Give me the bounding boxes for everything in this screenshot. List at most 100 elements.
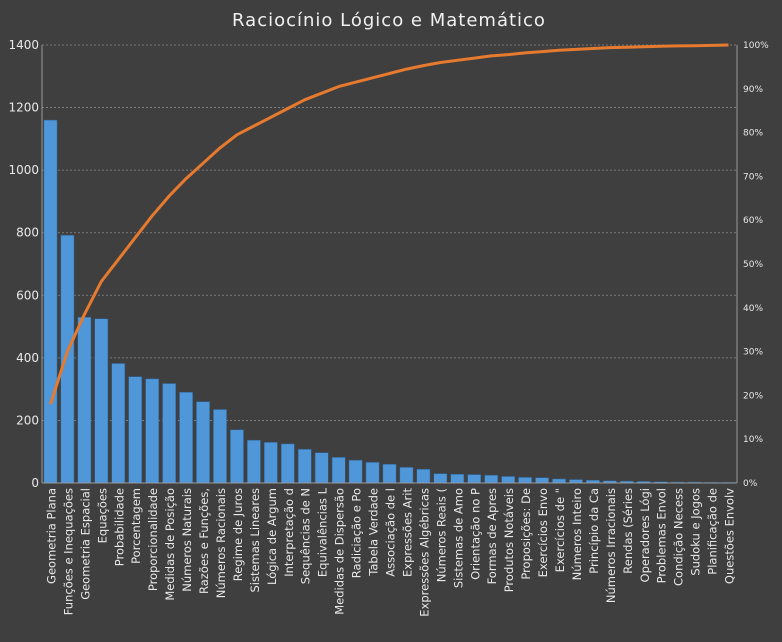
chart-title: Raciocínio Lógico e Matemático — [232, 10, 546, 31]
y-tick-label: 1400 — [8, 38, 39, 52]
x-tick-label: Princípio da Ca — [587, 488, 601, 574]
x-tick-label: Sistemas Lineares — [248, 488, 262, 593]
bar — [145, 378, 160, 484]
x-tick-label: Exercícios de " — [553, 488, 567, 572]
x-tick-label: Números Inteiro — [570, 488, 584, 580]
cumulative-line — [49, 43, 729, 405]
x-tick-label: Porcentagem — [129, 488, 143, 564]
y2-tick-label: 80% — [743, 129, 763, 139]
bar — [552, 478, 566, 484]
x-tick-label: Radiciação e Po — [350, 488, 364, 578]
bar — [501, 476, 516, 484]
bar — [263, 442, 278, 484]
y2-tick-label: 60% — [743, 216, 763, 226]
bar — [382, 463, 397, 484]
bar — [569, 479, 583, 484]
x-tick-label: Lógica de Argum — [265, 488, 279, 585]
x-tick-label: Medidas de Dispersão — [333, 488, 347, 615]
bar-series — [43, 119, 736, 484]
bar — [162, 383, 176, 484]
x-tick-label: Sequências de N — [299, 488, 313, 584]
y-axis-right: 0% 10% 20% 30% 40% 50% 60% 70% 80% 90% 100% — [736, 41, 769, 489]
x-tick-label: Números Racionais — [214, 488, 228, 598]
y2-tick-label: 0% — [743, 479, 758, 489]
y-tick-label: 200 — [16, 413, 39, 427]
x-tick-label: Orientação no P — [468, 488, 482, 580]
bar — [467, 474, 482, 484]
y-tick-label: 1000 — [8, 163, 39, 177]
x-tick-label: Expressões Algébricas — [417, 488, 431, 617]
x-tick-label: Operadores Lógi — [638, 488, 652, 582]
y2-tick-label: 20% — [743, 391, 763, 401]
bar — [43, 119, 58, 484]
gridlines — [42, 44, 737, 421]
bar — [297, 448, 312, 484]
y-tick-label: 1200 — [8, 101, 39, 115]
x-tick-label: Associação de l — [384, 488, 398, 577]
x-tick-label: Condição Necess — [672, 488, 686, 586]
bar — [111, 363, 126, 484]
bar — [230, 429, 244, 484]
y-tick-label: 600 — [16, 288, 39, 302]
bar — [365, 462, 380, 484]
x-tick-label: Números Reais ( — [434, 488, 448, 582]
x-tick-label: Tabela Verdade — [367, 488, 381, 577]
bar — [213, 409, 227, 484]
x-tick-label: Proposições: De — [519, 488, 533, 580]
bar — [196, 401, 210, 484]
x-tick-label: Funções e Inequações — [61, 488, 75, 615]
x-tick-label: Proporcionalidade — [146, 488, 160, 591]
x-tick-label: Expressões Arit — [400, 488, 414, 577]
bar — [280, 443, 295, 484]
x-tick-label: Sistemas de Amo — [451, 488, 465, 588]
bar — [179, 392, 193, 484]
x-axis: Geometria Plana Funções e Inequações Geome… — [42, 482, 737, 617]
x-tick-label: Problemas Envol — [655, 488, 669, 583]
x-tick-label: Números Irracionais — [604, 488, 618, 603]
y2-tick-label: 90% — [743, 85, 763, 95]
bar — [399, 467, 414, 484]
x-tick-label: Questões Envolv — [723, 488, 737, 584]
cumulative-line-series — [49, 43, 729, 405]
x-tick-label: Sudoku e Jogos — [689, 488, 703, 576]
x-tick-label: Planificação de — [706, 488, 720, 575]
y2-tick-label: 10% — [743, 435, 763, 445]
x-tick-label: Razões e Funções, — [197, 488, 211, 594]
bar — [331, 457, 346, 484]
y2-tick-label: 30% — [743, 348, 763, 358]
y2-tick-label: 40% — [743, 304, 763, 314]
x-tick-label: Formas de Apres — [485, 488, 499, 584]
bar — [94, 318, 109, 484]
bar — [535, 477, 549, 484]
y2-tick-label: 70% — [743, 172, 763, 182]
bar — [518, 477, 532, 484]
bar — [484, 474, 499, 484]
x-tick-label: Interpretação d — [282, 488, 296, 577]
x-tick-label: Rendas (Séries — [621, 488, 635, 574]
x-tick-label: Exercícios Envo — [536, 488, 550, 577]
y-tick-label: 400 — [16, 351, 39, 365]
x-tick-label: Geometria Plana — [44, 488, 58, 584]
bar — [247, 439, 261, 484]
bar — [128, 376, 143, 484]
x-tick-label: Produtos Notáveis — [502, 488, 516, 592]
bar — [348, 459, 363, 484]
bar — [77, 316, 92, 484]
x-tick-label: Equivalências L — [316, 487, 330, 577]
x-tick-label: Medidas de Posição — [163, 488, 177, 601]
bar — [416, 468, 431, 484]
y2-tick-label: 100% — [743, 41, 769, 51]
bar — [60, 234, 75, 484]
x-tick-label: Números Naturais — [180, 488, 194, 592]
y2-tick-label: 50% — [743, 260, 763, 270]
y-tick-label: 0 — [31, 476, 39, 490]
bar — [450, 473, 465, 484]
bar — [433, 473, 448, 484]
x-tick-label: Regime de Juros — [231, 488, 245, 581]
y-tick-label: 800 — [16, 226, 39, 240]
x-tick-label: Geometria Espacial — [78, 488, 92, 600]
y-axis-left: 0 200 400 600 800 1000 1200 1400 — [8, 38, 43, 490]
x-tick-label: Equações — [95, 488, 109, 543]
